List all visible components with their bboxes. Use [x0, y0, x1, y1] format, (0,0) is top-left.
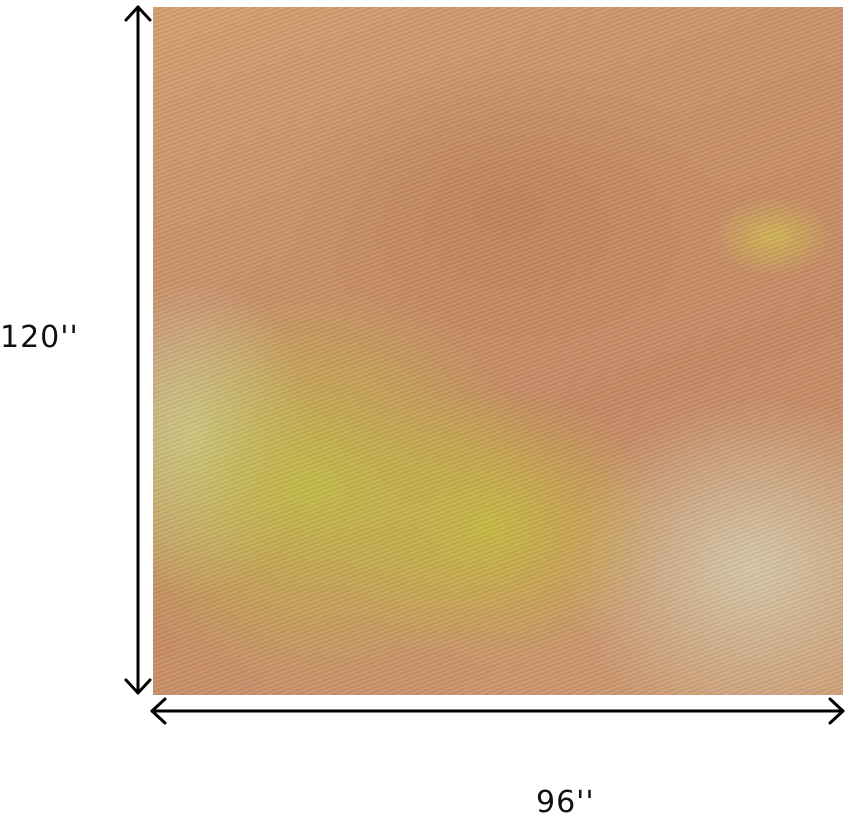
width-arrow: [150, 697, 845, 725]
width-label: 96'': [536, 785, 595, 820]
rug-image: [153, 7, 843, 695]
height-label: 120'': [0, 320, 79, 355]
height-arrow: [124, 5, 152, 695]
